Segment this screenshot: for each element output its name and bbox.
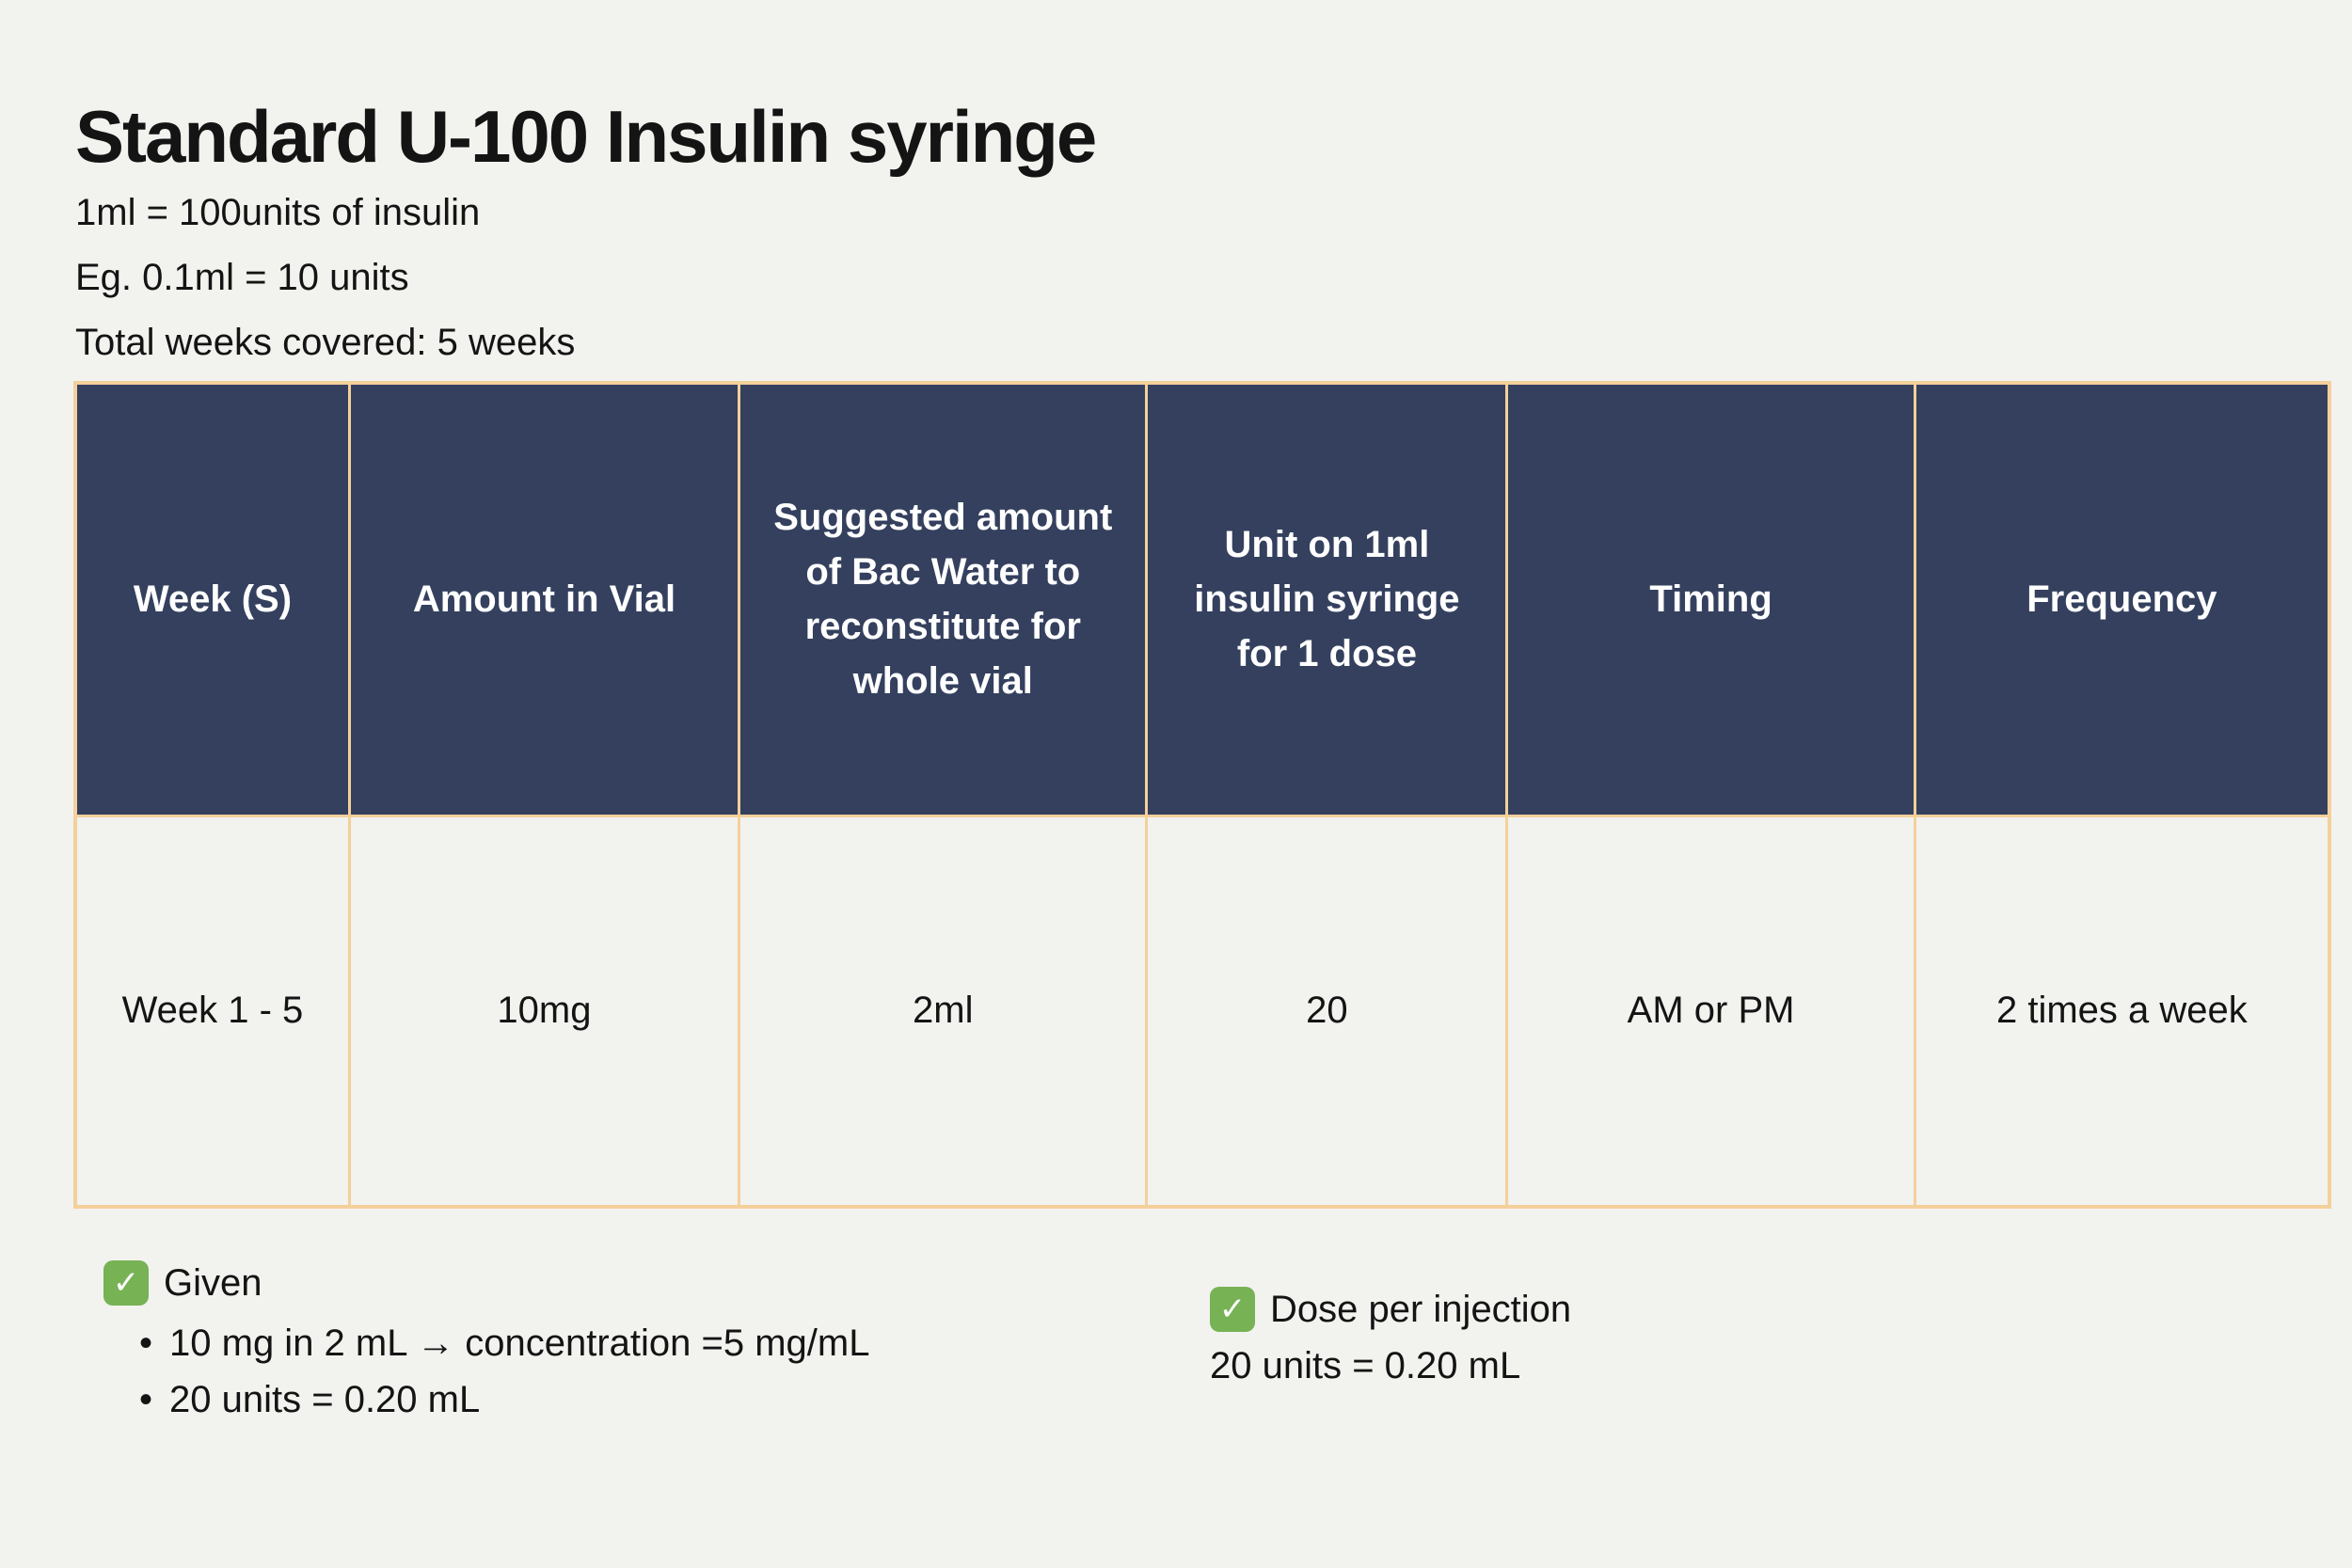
check-icon: ✓ <box>1210 1287 1255 1332</box>
note-given-bullet-concentration: 10 mg in 2 mL → concentration =5 mg/mL <box>139 1315 869 1371</box>
note-dose-value: 20 units = 0.20 mL <box>1210 1345 1521 1386</box>
column-header-units-per-dose: Unit on 1ml insulin syringe for 1 dose <box>1145 381 1509 817</box>
note-given-bullets: 10 mg in 2 mL → concentration =5 mg/mL 2… <box>103 1315 869 1428</box>
column-header-timing: Timing <box>1505 381 1916 817</box>
note-given-label: Given <box>164 1261 262 1304</box>
note-dose-per-injection: ✓ Dose per injection 20 units = 0.20 mL <box>1210 1287 1571 1387</box>
dosing-table: Week (S) Amount in Vial Suggested amount… <box>73 381 2331 1209</box>
page-title: Standard U-100 Insulin syringe <box>75 95 1097 179</box>
subtitle-block: 1ml = 100units of insulin Eg. 0.1ml = 10… <box>75 181 575 375</box>
column-header-frequency: Frequency <box>1913 381 2331 817</box>
column-header-bac-water: Suggested amount of Bac Water to reconst… <box>738 381 1149 817</box>
cell-bac-water: 2ml <box>738 814 1149 1209</box>
note-given-bullet-units: 20 units = 0.20 mL <box>139 1371 869 1428</box>
subtitle-line-total-weeks: Total weeks covered: 5 weeks <box>75 322 576 363</box>
table-row: Week 1 - 5 10mg 2ml 20 AM or PM 2 times … <box>73 814 2331 1209</box>
note-given-title: ✓ Given <box>103 1260 869 1306</box>
cell-frequency: 2 times a week <box>1913 814 2331 1209</box>
column-header-amount-in-vial: Amount in Vial <box>347 381 741 817</box>
column-header-weeks: Week (S) <box>73 381 351 817</box>
note-dose-label: Dose per injection <box>1270 1288 1572 1330</box>
note-dose-title: ✓ Dose per injection <box>1210 1287 1571 1332</box>
footer-notes: ✓ Given 10 mg in 2 mL → concentration =5… <box>0 1215 2352 1568</box>
table-header-row: Week (S) Amount in Vial Suggested amount… <box>73 381 2331 817</box>
cell-amount-in-vial: 10mg <box>347 814 741 1209</box>
subtitle-line-conversion: 1ml = 100units of insulin <box>75 192 481 233</box>
subtitle-line-example: Eg. 0.1ml = 10 units <box>75 257 409 298</box>
cell-units-per-dose: 20 <box>1145 814 1509 1209</box>
cell-week-range: Week 1 - 5 <box>73 814 351 1209</box>
check-icon: ✓ <box>103 1260 149 1306</box>
cell-timing: AM or PM <box>1505 814 1916 1209</box>
note-given: ✓ Given 10 mg in 2 mL → concentration =5… <box>103 1260 869 1428</box>
